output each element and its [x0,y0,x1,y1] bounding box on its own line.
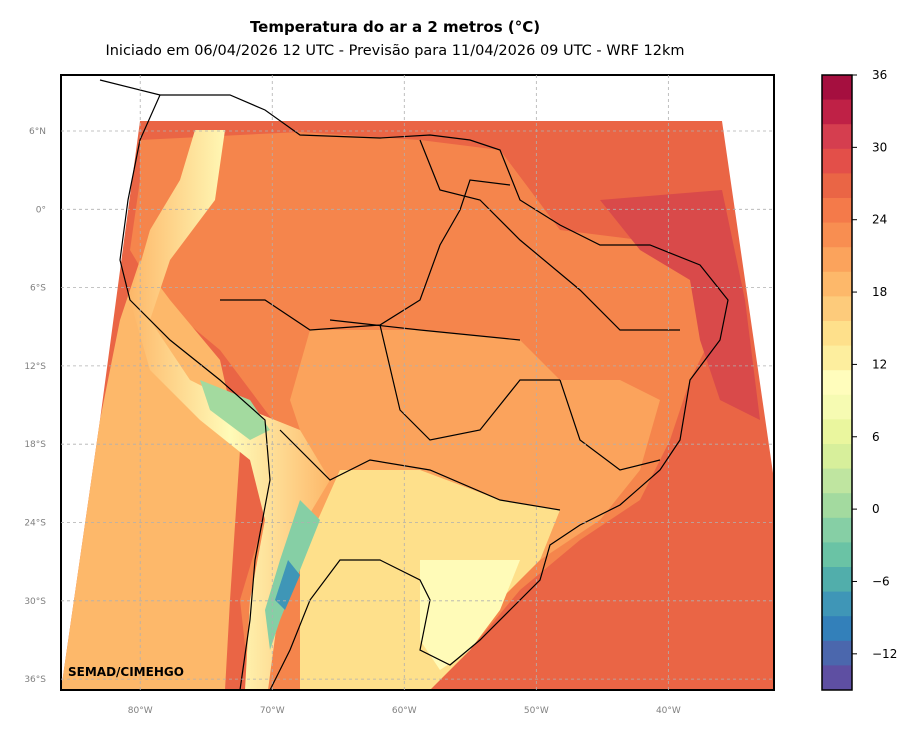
pacific-band [61,260,240,690]
colorbar-segment [822,148,852,174]
atlantic-warm-region [600,190,760,420]
chart-subtitle: Iniciado em 06/04/2026 12 UTC - Previsão… [105,43,685,59]
colorbar-tick-label: 36 [872,68,887,82]
colorbar-segment [822,321,852,347]
lat-label: 12°S [24,362,46,372]
colorbar [822,75,852,691]
colorbar-segment [822,198,852,224]
longitude-labels: 80°W 70°W 60°W 50°W 40°W [128,706,681,716]
south-coolest-region [420,560,520,670]
lat-label: 6°S [30,284,46,294]
chart-title: Temperatura do ar a 2 metros (°C) [249,18,541,36]
interior-border-5 [329,319,521,341]
colorbar-segment [822,247,852,273]
colorbar-segment [822,271,852,297]
colorbar-segment [822,591,852,617]
graticule [61,75,774,690]
colorbar-tick-label: −12 [872,647,897,661]
andes-west-coast [119,94,271,690]
temperature-field [61,75,774,690]
colorbar-segment [822,296,852,322]
colorbar-segment [822,419,852,445]
lon-label: 80°W [128,706,153,716]
colorbar-segment [822,124,852,150]
latitude-labels: 6°N 0° 6°S 12°S 18°S 24°S 30°S 36°S [24,127,46,685]
lat-label: 36°S [24,675,46,685]
lat-label: 24°S [24,519,46,529]
interior-border-2 [279,429,561,511]
lat-label: 18°S [24,440,46,450]
colorbar-segment [822,640,852,666]
south-america-coastline [99,79,729,690]
colorbar-segment [822,99,852,125]
interior-border-3 [419,139,680,331]
andes-coldest [275,560,300,610]
brazil-west-border [220,179,511,331]
colorbar-segment [822,468,852,494]
colorbar-segment [822,173,852,199]
map-frame [60,74,775,691]
borders [99,79,729,690]
credit-label: SEMAD/CIMEHGO [68,665,184,679]
colorbar-segment [822,567,852,593]
colorbar-segment [822,665,852,691]
colorbar-tick-label: 0 [872,502,880,516]
colorbar-segment [822,517,852,543]
colorbar-tick-label: 6 [872,430,880,444]
colorbar-segment [822,444,852,470]
colorbar-segment [822,542,852,568]
colorbar-tick-label: 30 [872,140,887,154]
lat-label: 30°S [24,597,46,607]
lon-label: 70°W [260,706,285,716]
colorbar-segment [822,345,852,371]
colorbar-segment [822,75,852,101]
colorbar-tick-label: −6 [872,574,890,588]
colorbar-frame [821,74,853,691]
lon-label: 50°W [524,706,549,716]
interior-border-4 [559,379,661,471]
interior-border-1 [379,324,560,441]
lat-label: 6°N [29,127,46,137]
lon-label: 60°W [392,706,417,716]
colorbar-tick-label: 24 [872,213,887,227]
colorbar-segment [822,394,852,420]
colorbar-segment [822,222,852,248]
lon-label: 40°W [656,706,681,716]
colorbar-tick-label: 18 [872,285,887,299]
colorbar-tick-label: 12 [872,357,887,371]
colorbar-segment [822,616,852,642]
colorbar-segment [822,493,852,519]
andes-cold-core [200,380,270,440]
colorbar-segment [822,370,852,396]
colorbar-ticks: 36 30 24 18 12 6 0 −6 −12 [852,68,897,661]
lat-label: 0° [36,205,46,215]
